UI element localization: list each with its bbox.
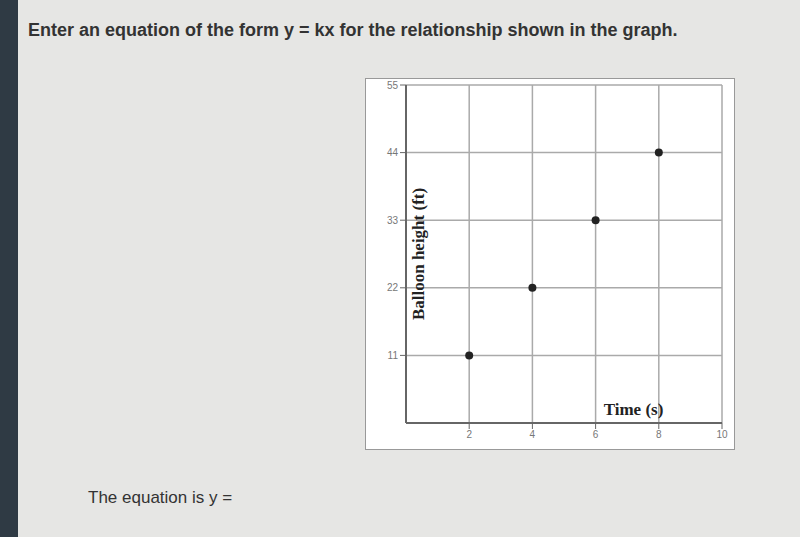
svg-text:55: 55 [387,80,399,91]
svg-text:Balloon height (ft): Balloon height (ft) [409,188,428,320]
svg-text:10: 10 [716,429,728,440]
svg-text:2: 2 [466,429,472,440]
svg-text:6: 6 [593,429,599,440]
html-text:Enter an equation of the form: Enter an equation of the form y = kx for… [28,20,678,40]
svg-text:4: 4 [530,429,536,440]
svg-text:11: 11 [388,350,399,361]
svg-text:22: 22 [387,282,399,293]
html-text:The equation is y =: The equation is y = [88,488,233,507]
svg-text:8: 8 [656,429,662,440]
svg-text:44: 44 [387,147,399,158]
svg-text:Time (s): Time (s) [604,400,664,419]
svg-text:33: 33 [387,215,399,226]
